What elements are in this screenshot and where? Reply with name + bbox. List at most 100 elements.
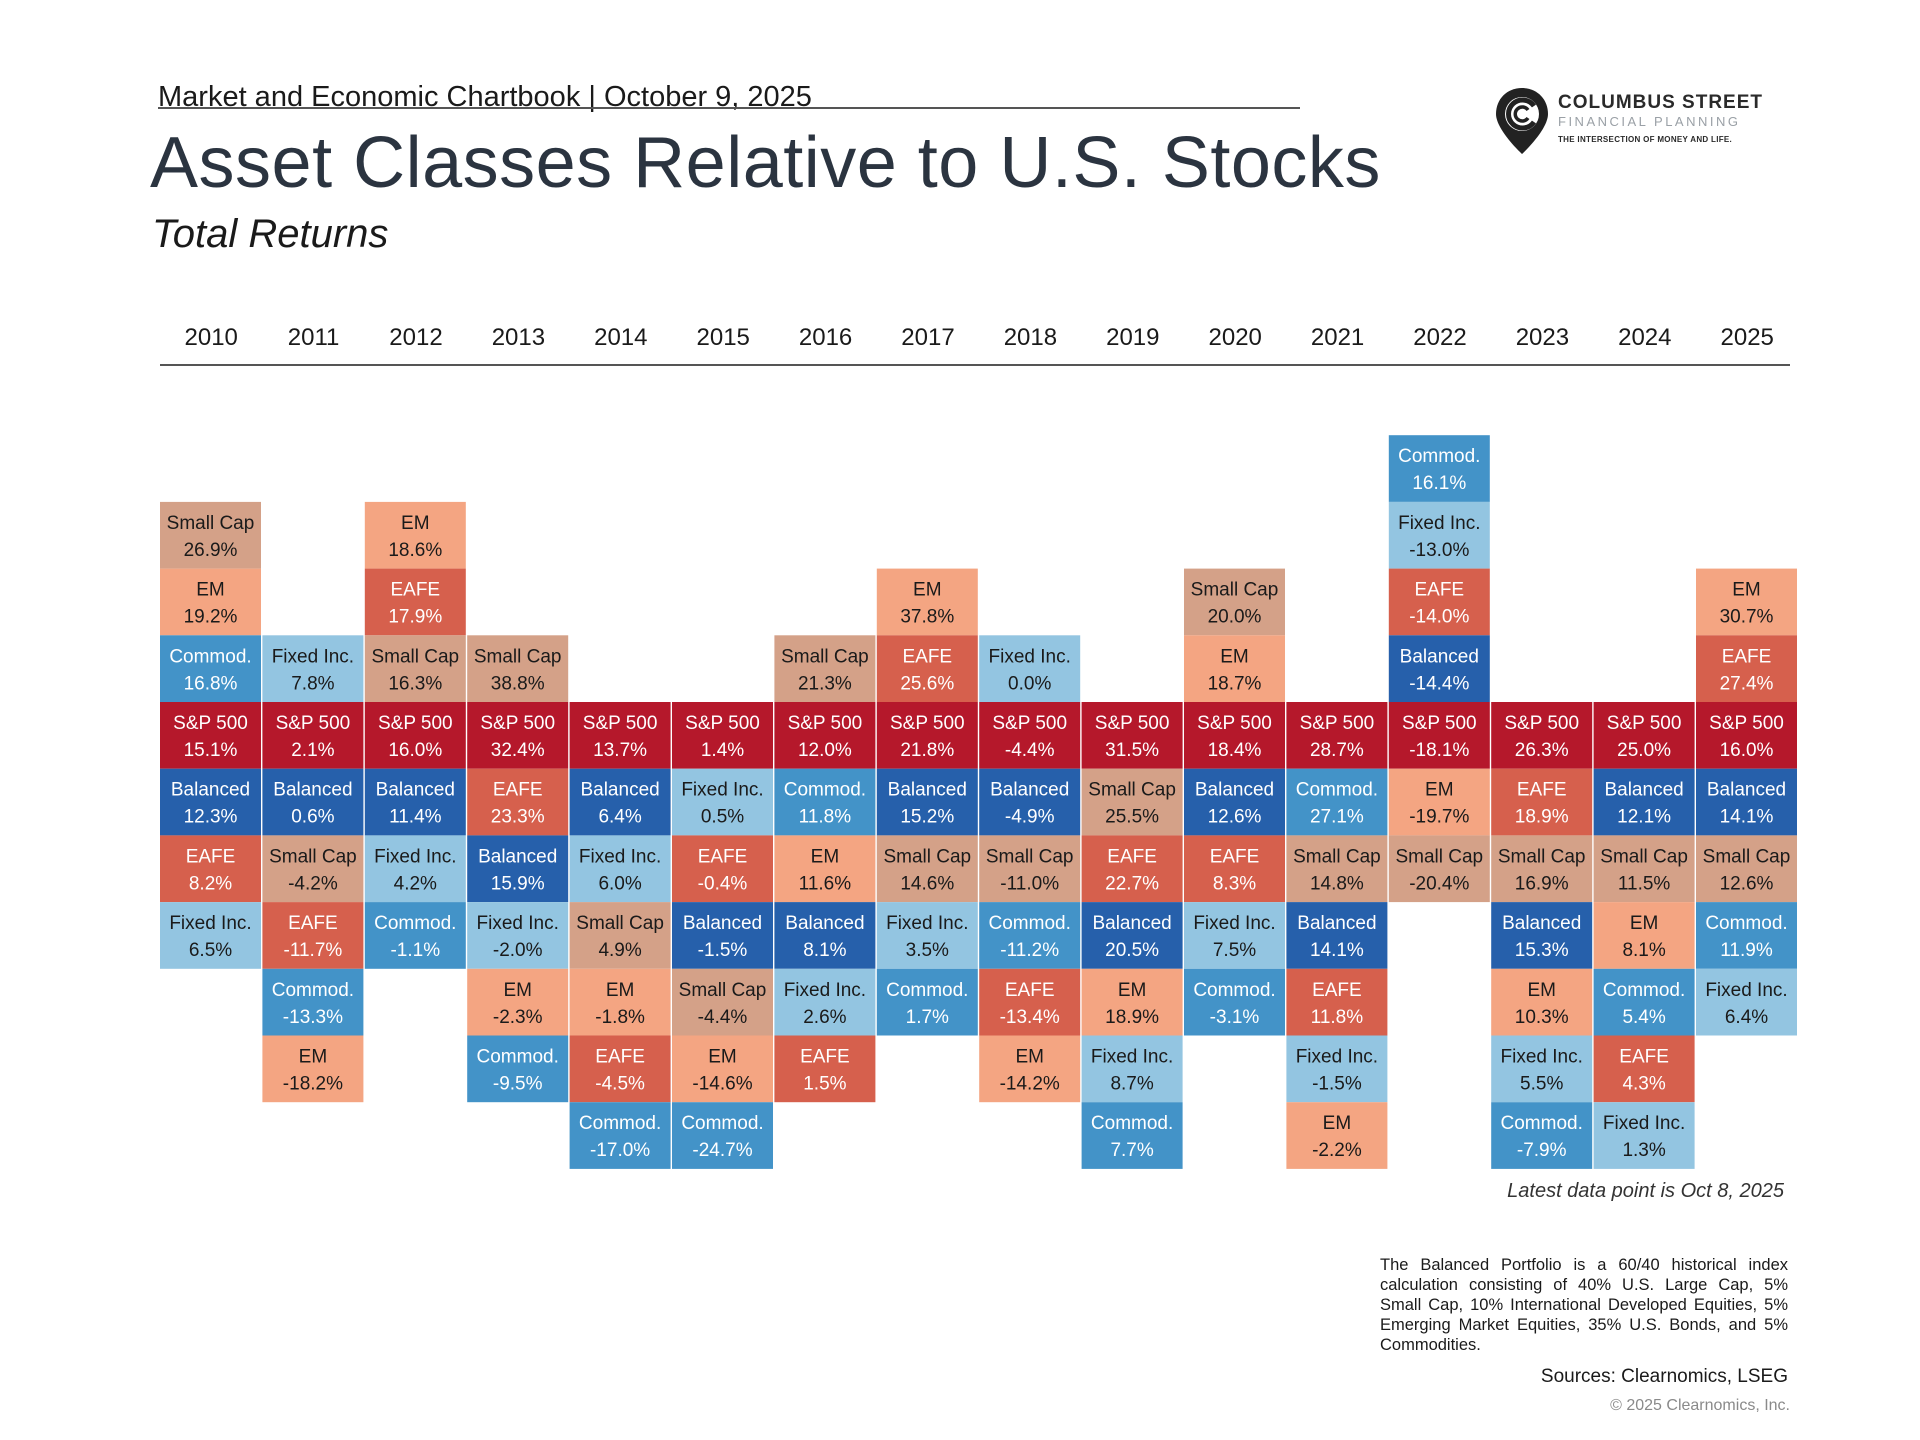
cell-2010-above-1-value-label: 19.2% (184, 607, 238, 628)
cell-2018-below-0-fill (979, 768, 1081, 836)
cell-2023-below-2-fill (1491, 902, 1593, 969)
cell-2010-sp500-fill (160, 702, 261, 769)
cell-2011-below-1-fill (262, 835, 364, 903)
cell-2018-above-0-fill (979, 635, 1081, 702)
cell-2020-below-1-value-label: 8.3% (1213, 873, 1256, 894)
cell-2014-sp500-asset-label: S&P 500 (583, 713, 658, 734)
cell-2023-below-5: Commod. -7.9% (1491, 1102, 1593, 1169)
cell-2010-below-2: Fixed Inc. 6.5% (160, 902, 261, 969)
cell-2025-below-1-value-label: 12.6% (1720, 873, 1774, 894)
cell-2012-above-0-fill (364, 501, 466, 569)
cell-2018-below-0-value-label: -4.9% (1005, 807, 1055, 828)
cell-2010-below-1-fill (160, 835, 261, 903)
cell-2024-below-5-asset-label: Fixed Inc. (1603, 1113, 1685, 1134)
cell-2022-above-1-fill (1388, 501, 1490, 569)
cell-2024-sp500: S&P 500 25.0% (1593, 702, 1695, 769)
cell-2013-below-2-asset-label: Fixed Inc. (477, 913, 559, 934)
cell-2017-above-0-fill (876, 568, 978, 636)
cell-2016-below-1-asset-label: EM (811, 846, 840, 867)
cell-2021-below-0-fill (1286, 768, 1388, 836)
cell-2018-below-3-asset-label: EAFE (1005, 980, 1055, 1001)
cell-2021-below-4: Fixed Inc. -1.5% (1286, 1035, 1388, 1103)
cell-2011-below-0-value-label: 0.6% (291, 807, 334, 828)
cell-2014-below-3-fill (569, 968, 671, 1036)
cell-2017-above-1-fill (876, 635, 978, 702)
cell-2022-below-0-fill (1388, 768, 1490, 836)
year-label-2012: 2012 (389, 324, 442, 351)
cell-2016-sp500-asset-label: S&P 500 (788, 713, 863, 734)
cell-2020-below-2-asset-label: Fixed Inc. (1193, 913, 1275, 934)
cell-2016-below-4-value-label: 1.5% (803, 1074, 846, 1095)
cell-2018-above-0: Fixed Inc. 0.0% (979, 635, 1081, 702)
cell-2024-sp500-asset-label: S&P 500 (1607, 713, 1682, 734)
cell-2019-below-3-fill (1081, 968, 1183, 1036)
cell-2021-below-1-fill (1286, 835, 1388, 903)
cell-2015-sp500: S&P 500 1.4% (672, 702, 773, 769)
cell-2013-sp500-fill (467, 702, 569, 769)
cell-2010-above-0-fill (160, 501, 261, 569)
cell-2021-below-3: EAFE 11.8% (1286, 968, 1388, 1036)
cell-2025-below-1-asset-label: Small Cap (1703, 846, 1791, 867)
cell-2014-below-5-asset-label: Commod. (579, 1113, 661, 1134)
cell-2017-above-0: EM 37.8% (876, 568, 978, 636)
cell-2021-below-2-asset-label: Balanced (1297, 913, 1376, 934)
cell-2019-below-5-fill (1081, 1102, 1183, 1169)
cell-2019-below-2-fill (1081, 902, 1183, 969)
cell-2014-below-4: EAFE -4.5% (569, 1035, 671, 1103)
cell-2024-below-0-value-label: 12.1% (1617, 807, 1671, 828)
cell-2020-below-2-value-label: 7.5% (1213, 940, 1256, 961)
cell-2010-below-1-value-label: 8.2% (189, 873, 232, 894)
cell-2023-below-3-value-label: 10.3% (1515, 1007, 1569, 1028)
cell-2018-above-0-asset-label: Fixed Inc. (989, 646, 1071, 667)
cell-2024-below-2-value-label: 8.1% (1622, 940, 1665, 961)
cell-2019-sp500-value-label: 31.5% (1105, 740, 1159, 761)
cell-2016-above-0-fill (774, 635, 876, 702)
cell-2020-above-1: EM 18.7% (1184, 635, 1285, 702)
cell-2019-below-4-value-label: 8.7% (1110, 1074, 1153, 1095)
cell-2022-below-0-value-label: -19.7% (1409, 807, 1469, 828)
cell-2019-below-5-asset-label: Commod. (1091, 1113, 1173, 1134)
cell-2020-above-0-fill (1184, 568, 1285, 636)
cell-2014-below-3-asset-label: EM (606, 980, 635, 1001)
cell-2020-below-0: Balanced 12.6% (1184, 768, 1285, 836)
cell-2013-below-1-value-label: 15.9% (491, 873, 545, 894)
cell-2023-below-4: Fixed Inc. 5.5% (1491, 1035, 1593, 1103)
cell-2016-below-0-fill (774, 768, 876, 836)
cell-2025-sp500-asset-label: S&P 500 (1709, 713, 1784, 734)
cell-2022-above-0-asset-label: Commod. (1398, 446, 1480, 467)
cell-2012-sp500-asset-label: S&P 500 (378, 713, 453, 734)
cell-2017-below-1-fill (876, 835, 978, 903)
cell-2012-sp500: S&P 500 16.0% (364, 702, 466, 769)
cell-2010-above-2: Commod. 16.8% (160, 635, 261, 702)
cell-2019-below-1: EAFE 22.7% (1081, 835, 1183, 903)
cell-2024-below-4: EAFE 4.3% (1593, 1035, 1695, 1103)
cell-2021-sp500: S&P 500 28.7% (1286, 702, 1388, 769)
cell-2023-below-1-value-label: 16.9% (1515, 873, 1569, 894)
cell-2018-below-2: Commod. -11.2% (979, 902, 1081, 969)
cell-2018-below-2-fill (979, 902, 1081, 969)
cell-2018-below-4-asset-label: EM (1015, 1047, 1044, 1068)
cell-2014-below-1-fill (569, 835, 671, 903)
cell-2024-below-0-fill (1593, 768, 1695, 836)
company-logo: COLUMBUS STREET FINANCIAL PLANNING THE I… (1494, 86, 1774, 156)
cell-2021-below-3-value-label: 11.8% (1311, 1007, 1364, 1028)
cell-2014-sp500-fill (569, 702, 671, 769)
cell-2020-below-3-value-label: -3.1% (1210, 1007, 1260, 1028)
cell-2017-below-0-fill (876, 768, 978, 836)
cell-2022-above-2-value-label: -14.0% (1409, 607, 1469, 628)
cell-2014-below-5-value-label: -17.0% (590, 1140, 650, 1161)
cell-2019-below-1-asset-label: EAFE (1107, 846, 1157, 867)
location-pin-logo-icon (1496, 88, 1548, 154)
cell-2013-sp500-value-label: 32.4% (491, 740, 545, 761)
cell-2017-below-1-value-label: 14.6% (900, 873, 954, 894)
cell-2024-below-4-value-label: 4.3% (1622, 1074, 1665, 1095)
cell-2023-below-2: Balanced 15.3% (1491, 902, 1593, 969)
cell-2025-below-1: Small Cap 12.6% (1696, 835, 1797, 903)
cell-2013-below-2-value-label: -2.0% (493, 940, 543, 961)
cell-2022-above-3-asset-label: Balanced (1400, 646, 1479, 667)
cell-2014-below-0: Balanced 6.4% (569, 768, 671, 836)
cell-2015-below-0-asset-label: Fixed Inc. (681, 780, 763, 801)
cell-2024-below-1: Small Cap 11.5% (1593, 835, 1695, 903)
cell-2022-above-0-fill (1388, 435, 1490, 502)
cell-2018-below-2-value-label: -11.2% (1000, 940, 1059, 961)
